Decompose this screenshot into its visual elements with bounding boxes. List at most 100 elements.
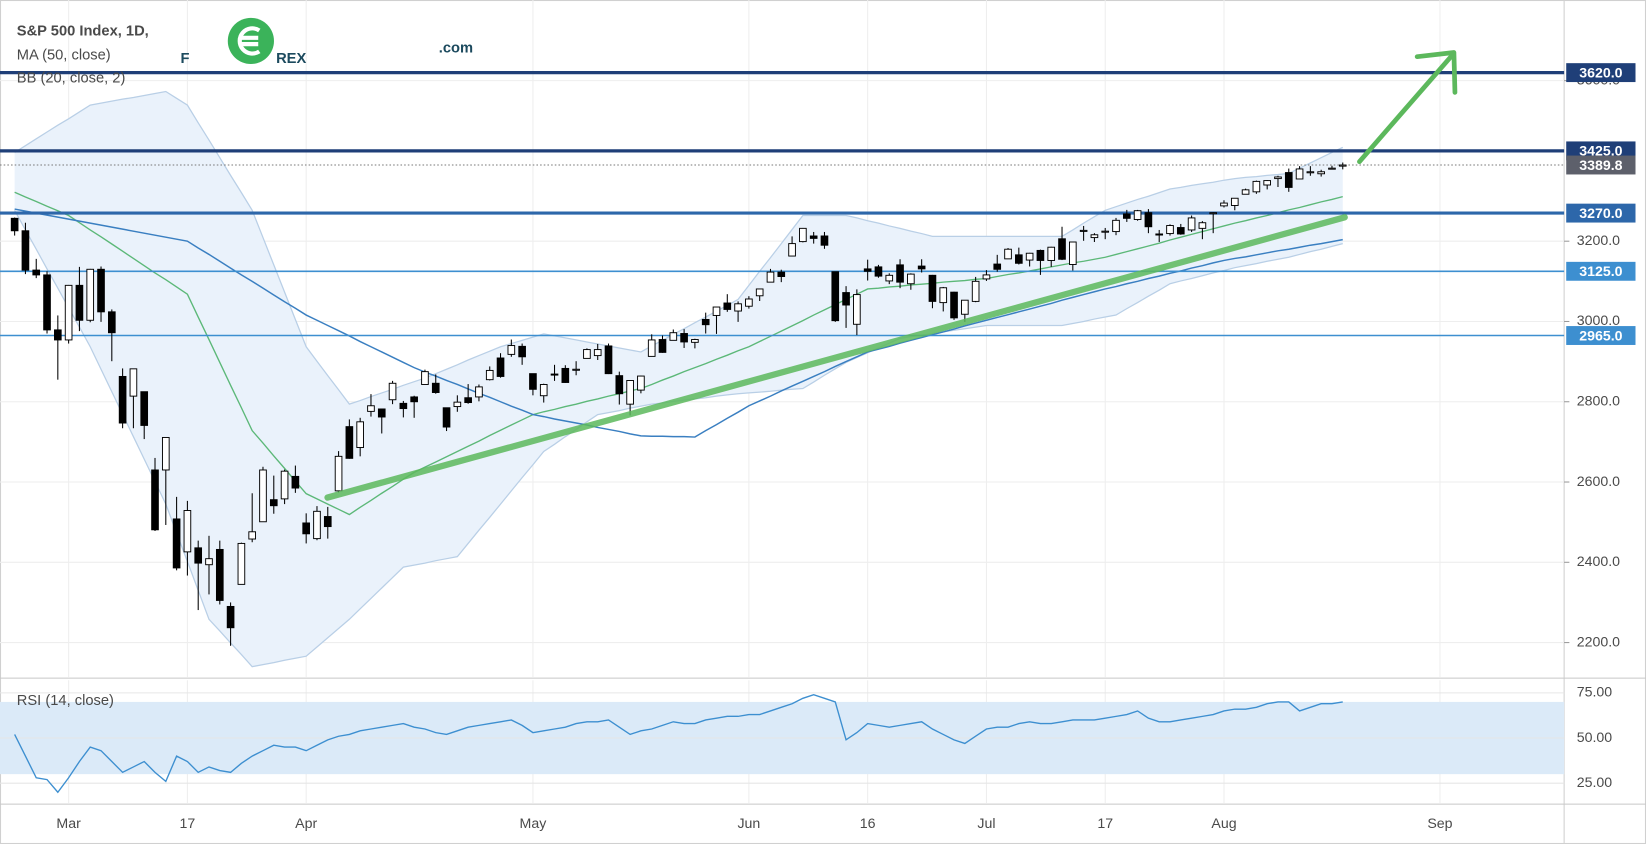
candle-body: [97, 268, 105, 313]
candle-body: [1338, 164, 1347, 167]
candle-body: [842, 292, 850, 306]
rsi-tick-label: 75.00: [1577, 685, 1613, 701]
candle-body: [896, 264, 904, 283]
candle-body: [1166, 225, 1174, 235]
candle-body: [680, 333, 688, 343]
level-tag: [1566, 63, 1636, 83]
candle-body: [561, 367, 570, 383]
candle-body: [410, 396, 418, 403]
arrow-head: [1414, 50, 1458, 95]
candle-body: [345, 426, 354, 459]
candle-body: [982, 274, 991, 280]
candle-body: [734, 303, 742, 312]
x-tick-label: Aug: [1211, 816, 1236, 832]
candle-body: [194, 547, 203, 564]
candle-body: [496, 357, 505, 377]
candle-body: [777, 271, 786, 277]
candle-body: [799, 227, 807, 243]
candle-body: [313, 510, 321, 540]
candle-body: [1241, 189, 1250, 195]
x-tick-label: 17: [1097, 816, 1113, 832]
candle-body: [572, 368, 580, 371]
candle-body: [237, 542, 246, 585]
candle-body: [259, 469, 267, 523]
candle-body: [399, 402, 408, 410]
candle-body: [215, 548, 224, 601]
candle-body: [1047, 246, 1056, 261]
candle-body: [1230, 197, 1239, 206]
candle-body: [1252, 180, 1261, 193]
candle-body: [853, 294, 861, 325]
candle-body: [745, 298, 753, 307]
candle-body: [464, 397, 472, 404]
level-tag: [1566, 203, 1636, 223]
bb-fill: [14, 91, 1343, 667]
candle-body: [1328, 167, 1336, 170]
candle-body: [388, 382, 397, 401]
candle-body: [712, 306, 721, 316]
candle-body: [637, 375, 645, 391]
x-tick-label: 16: [860, 816, 876, 832]
candle-body: [809, 235, 818, 239]
candle-body: [507, 345, 516, 355]
candle-body: [442, 407, 451, 428]
candle-body: [1079, 229, 1088, 232]
candle-body: [1176, 227, 1185, 235]
candle-body: [183, 510, 192, 553]
candle-body: [431, 382, 440, 393]
candle-body: [1015, 254, 1023, 264]
candle-body: [626, 380, 634, 405]
candle-body: [1284, 172, 1293, 188]
candle-body: [1263, 180, 1272, 186]
candle-body: [86, 268, 95, 321]
candle-body: [421, 371, 429, 385]
ma-legend: MA (50, close): [17, 48, 111, 64]
plot-layers: Mar 17 Apr May Jun 16 Jul 17 Aug Sep 2200.0 2400.0 2…: [0, 0, 1636, 832]
candle-body: [334, 455, 343, 492]
bb-legend: BB (20, close, 2): [17, 71, 126, 87]
candle-body: [1122, 213, 1131, 219]
candle-body: [604, 345, 613, 375]
candle-body: [291, 475, 300, 489]
last-price-label: 3389.8: [1579, 158, 1622, 174]
candle-body: [107, 311, 116, 334]
candle-body: [1209, 212, 1218, 215]
candle-body: [475, 386, 483, 398]
annotations: [324, 50, 1458, 501]
candle-body: [1295, 168, 1304, 180]
level-label: 3620.0: [1579, 65, 1622, 81]
level-tag: [1566, 326, 1636, 345]
x-tick-label: Mar: [56, 816, 81, 832]
candle-body: [766, 271, 775, 283]
candle-body: [583, 349, 591, 359]
level-label: 3270.0: [1579, 206, 1622, 222]
candle-body: [1220, 202, 1228, 207]
candle-body: [1112, 219, 1120, 233]
candle-body: [993, 263, 1002, 270]
candle-body: [248, 531, 257, 540]
candle-body: [172, 518, 181, 569]
logo-coin-mark: [237, 26, 261, 56]
candle-body: [518, 345, 526, 358]
y-tick-label: 2400.0: [1577, 554, 1620, 570]
candle-body: [669, 332, 678, 341]
candle-body: [356, 421, 364, 448]
candle-body: [64, 284, 73, 341]
candle-body: [118, 375, 127, 424]
candle-body: [917, 265, 926, 270]
candle-body: [874, 266, 883, 277]
rsi-tick-label: 50.00: [1577, 730, 1613, 746]
candle-body: [658, 339, 667, 353]
candle-body: [950, 291, 958, 319]
last-price-tag: [1566, 155, 1636, 175]
candle-body: [615, 375, 624, 395]
candle-body: [377, 408, 386, 418]
candle-body: [226, 605, 235, 629]
y-tick-label: 3200.0: [1577, 233, 1620, 249]
candle-body: [885, 274, 894, 282]
candle-body: [1025, 252, 1034, 261]
candle-body: [205, 558, 213, 566]
candle-body: [32, 269, 41, 276]
candle-body: [1187, 217, 1196, 231]
